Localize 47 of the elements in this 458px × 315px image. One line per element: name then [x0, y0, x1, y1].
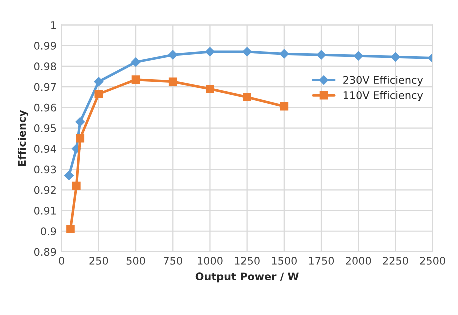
y-tick-label: 0.91 [34, 206, 56, 215]
point [132, 76, 140, 84]
x-tick-label: 0 [59, 257, 64, 265]
point [390, 52, 401, 62]
point [94, 90, 104, 98]
point [76, 134, 85, 143]
y-axis-title: Efficiency [18, 110, 28, 166]
point [205, 47, 216, 57]
y-tick-label: 0.96 [34, 104, 56, 112]
point [280, 49, 290, 59]
point [242, 47, 252, 57]
point [354, 51, 364, 62]
x-tick-label: 1250 [235, 257, 260, 265]
y-tick-label: 0.97 [34, 83, 56, 92]
y-tick-label: 0.98 [34, 62, 56, 71]
x-tick-label: 2500 [420, 257, 446, 265]
x-tick-label: 1750 [309, 257, 334, 265]
y-tick-label: 1 [51, 22, 56, 30]
point [75, 117, 86, 128]
point [94, 76, 104, 87]
point [66, 225, 75, 234]
legend-label: 230V Efficiency [344, 76, 424, 86]
y-tick-label: 0.89 [34, 248, 56, 256]
point [168, 50, 178, 60]
x-tick-label: 250 [90, 257, 108, 265]
x-tick-label: 750 [164, 257, 182, 265]
point [316, 50, 326, 60]
y-tick-label: 0.93 [34, 166, 56, 174]
y-tick-label: 0.95 [34, 124, 56, 132]
x-tick-label: 2250 [383, 257, 408, 265]
y-tick-label: 0.94 [34, 145, 56, 154]
point [64, 170, 74, 181]
x-tick-label: 1000 [198, 257, 223, 265]
point [280, 102, 289, 111]
y-tick-label: 0.9 [41, 228, 56, 236]
point [243, 93, 252, 102]
y-tick-label: 0.99 [34, 42, 56, 50]
x-tick-label: 2000 [346, 257, 372, 265]
x-tick-label: 1500 [272, 257, 297, 265]
point [131, 57, 141, 68]
x-axis-title: Output Power / W [196, 272, 299, 283]
point [168, 78, 178, 86]
point [72, 182, 81, 190]
x-tick-label: 500 [126, 257, 146, 265]
legend-label: 110V Efficiency [344, 91, 424, 102]
point [206, 84, 214, 94]
y-tick-label: 0.92 [34, 186, 56, 194]
